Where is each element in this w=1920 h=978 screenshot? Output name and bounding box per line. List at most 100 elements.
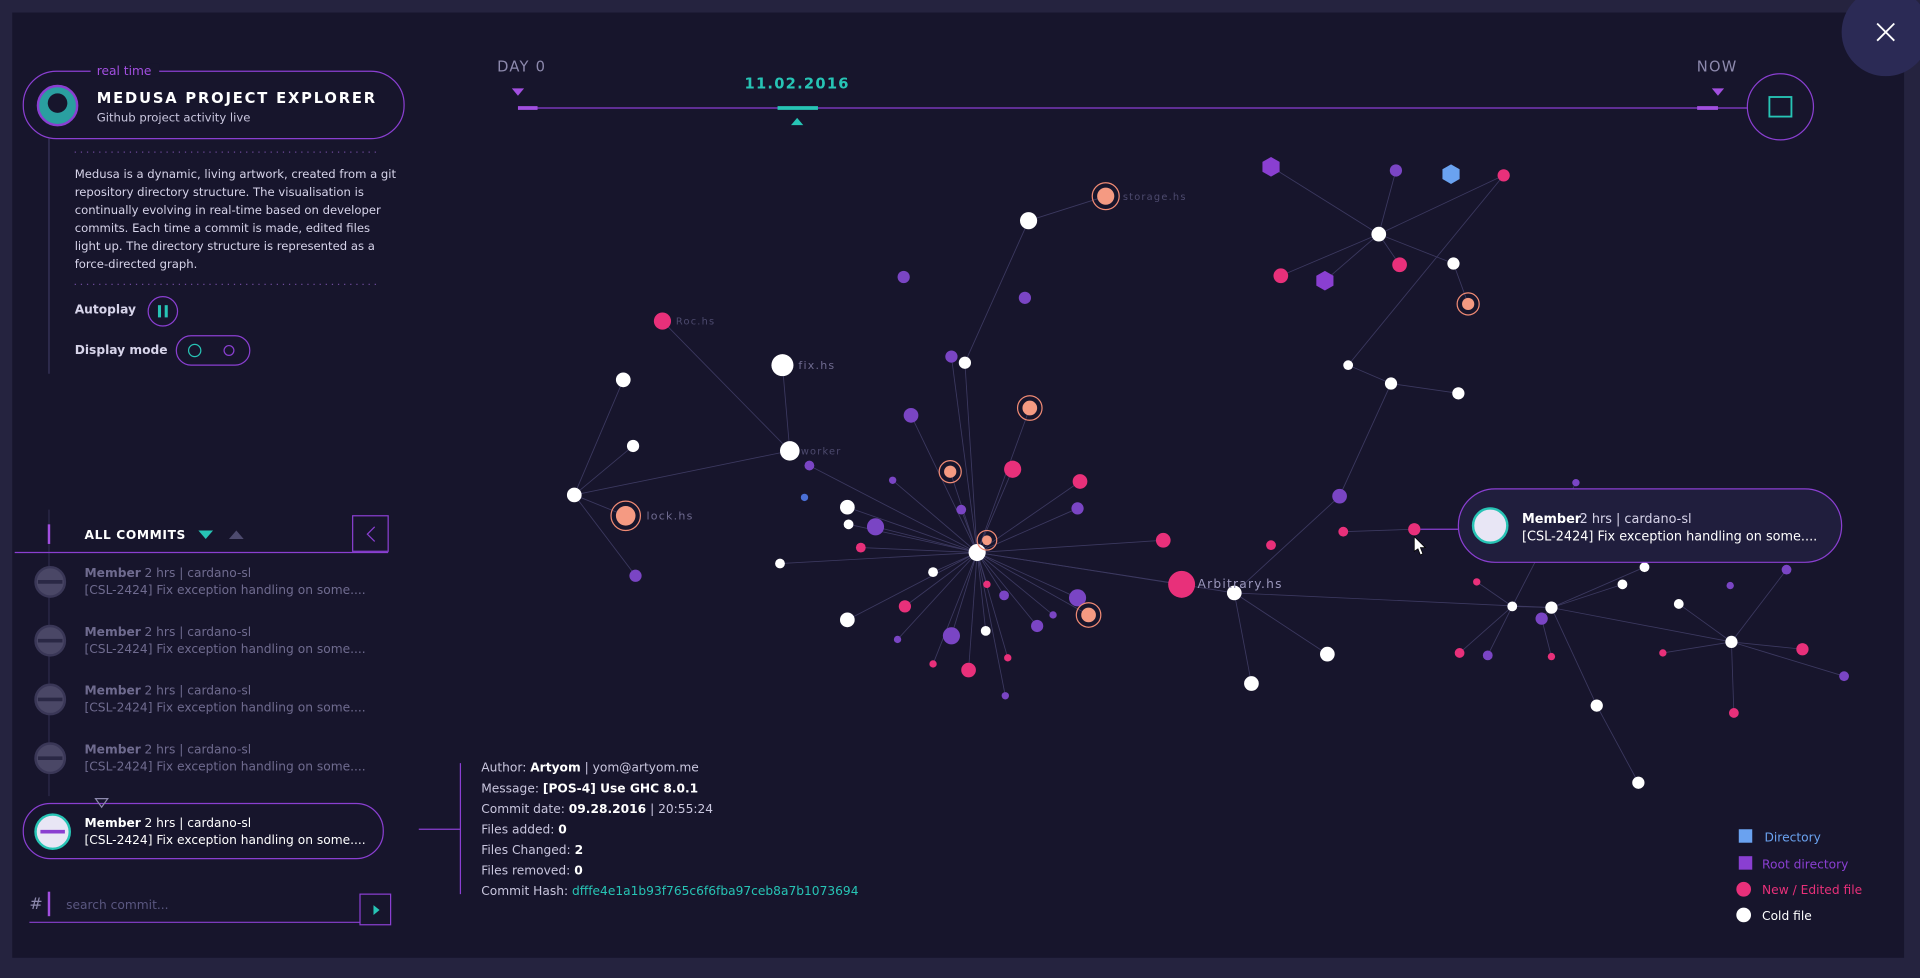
graph-node-ring [1075, 602, 1102, 628]
graph-edge [1378, 174, 1504, 235]
graph-edge [847, 506, 978, 553]
graph-node [928, 567, 938, 577]
graph-node [903, 408, 919, 423]
calendar-icon [1768, 96, 1793, 118]
graph-edge [976, 552, 1078, 599]
graph-node [1097, 187, 1115, 205]
graph-node [1726, 581, 1734, 590]
legend-label: Directory [1764, 830, 1820, 844]
graph-edge [976, 552, 987, 631]
description-line: repository directory structure. The visu… [75, 185, 364, 199]
graph-edge [951, 356, 978, 553]
graph-node [1590, 699, 1603, 712]
commit-meta: 2 hrs | cardano-sl [144, 566, 251, 581]
graph-node [855, 542, 866, 553]
graph-node [888, 476, 897, 484]
graph-node [775, 558, 785, 569]
graph-edge [1233, 495, 1340, 594]
commit-marker [94, 798, 109, 809]
graph-directory [1316, 270, 1334, 291]
graph-edge [1731, 641, 1803, 650]
graph-node [615, 372, 631, 388]
graph-edge [976, 552, 1006, 696]
graph-edge [976, 552, 1089, 616]
graph-node [1049, 611, 1057, 619]
graph-node [1343, 360, 1354, 371]
graph-edge [574, 445, 634, 496]
graph-node [1018, 291, 1032, 304]
commit-message: [CSL-2424] Fix exception handling on som… [84, 833, 365, 847]
graph-node [843, 519, 854, 530]
graph-edge [875, 526, 978, 553]
graph-node [1497, 169, 1510, 182]
detail-row: Commit date: 09.28.2016 | 20:55:24 [481, 802, 713, 817]
detail-label: Files removed: [481, 864, 570, 878]
graph-node-ring [938, 460, 962, 484]
graph-node [1728, 708, 1739, 718]
display-mode-toggle[interactable] [175, 335, 251, 366]
commit-list: Member 2 hrs | cardano-sl [CSL-2424] Fix e… [22, 565, 384, 860]
graph-node [897, 270, 910, 284]
mode-graph[interactable] [223, 344, 235, 356]
commit-meta: 2 hrs | cardano-sl [144, 684, 251, 699]
graph-edge [910, 415, 978, 553]
graph-node [1155, 532, 1171, 548]
collapse-button[interactable] [352, 515, 389, 552]
header-tag: real time [97, 64, 152, 78]
graph-edge [1551, 607, 1732, 643]
mode-globe[interactable] [187, 343, 202, 358]
node-label: storage.hs [1123, 192, 1187, 203]
detail-label: Author: [481, 761, 526, 775]
sort-asc[interactable] [228, 530, 244, 540]
graph-node [1226, 585, 1242, 601]
graph-node [893, 635, 902, 644]
commit-author: Member [84, 816, 140, 830]
graph-directory [1262, 157, 1280, 177]
graph-node [1338, 526, 1349, 537]
graph-edge [574, 450, 790, 496]
graph-node [1072, 474, 1088, 489]
graph-node [1244, 676, 1259, 691]
graph-node [629, 569, 642, 582]
graph-node [1547, 652, 1556, 661]
calendar-button[interactable] [1746, 73, 1815, 141]
graph-edge [573, 379, 624, 496]
graph-node [929, 660, 937, 668]
search-button[interactable] [359, 893, 392, 926]
graph-node [968, 543, 986, 562]
search-input[interactable]: search commit... [66, 898, 168, 912]
graph-node [1332, 488, 1347, 504]
sort-desc[interactable] [198, 530, 214, 540]
pause-button[interactable] [147, 295, 179, 327]
description-line: commits. Each time a commit is made, edi… [75, 221, 370, 235]
graph-node [653, 312, 672, 330]
graph-node [804, 460, 815, 471]
graph-edge [1551, 607, 1598, 706]
detail-label: Files added: [481, 822, 554, 836]
graph-edge [1234, 592, 1328, 655]
commit-author: Member [84, 566, 140, 580]
graph-node [1020, 212, 1038, 230]
detail-value: 09.28.2016 [569, 802, 646, 816]
graph-node [1320, 646, 1335, 662]
graph-node [1371, 226, 1387, 242]
commit-card [22, 802, 384, 860]
graph-edge [1347, 175, 1505, 366]
tooltip [1457, 488, 1843, 563]
graph-node-ring [610, 500, 642, 532]
graph-node [1081, 607, 1096, 623]
pause-icon [157, 305, 162, 318]
graph-node [1031, 619, 1044, 633]
node-label: fix.hs [798, 359, 835, 372]
commit-meta: 2 hrs | cardano-sl [144, 816, 251, 831]
graph-edge [1541, 618, 1552, 657]
graph-edge [1731, 569, 1787, 643]
graph-edge [951, 552, 978, 636]
header-title: MEDUSA PROJECT EXPLORER [97, 90, 377, 107]
graph-node [1462, 297, 1475, 311]
description-line: continually evolving in real-time based … [75, 203, 381, 217]
graph-node [983, 580, 991, 589]
graph-node [1639, 562, 1650, 573]
detail-label: Message: [481, 781, 539, 795]
